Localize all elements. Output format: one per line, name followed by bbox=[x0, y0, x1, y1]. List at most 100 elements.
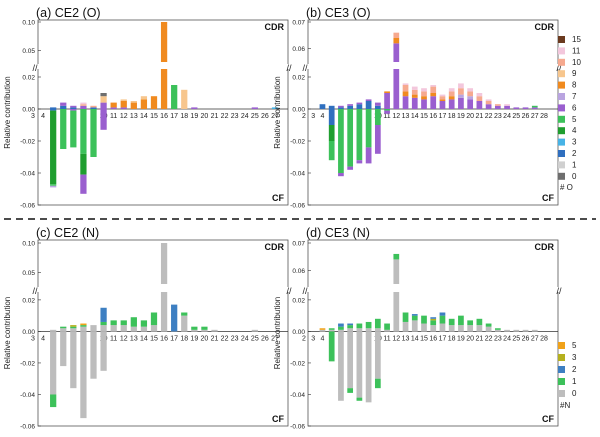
panel-2-bar-segment bbox=[384, 110, 390, 114]
panel-1-y-tick-label: 0.05 bbox=[22, 48, 35, 55]
legend-n-swatch bbox=[558, 378, 565, 385]
panel-2-bar-segment bbox=[347, 109, 354, 167]
panel-2-y-tick-label: 0.02 bbox=[292, 75, 305, 82]
legend-o-swatch bbox=[558, 115, 565, 123]
panel-1-x-tick-label: 17 bbox=[170, 113, 178, 120]
panel-2-x-tick-label: 18 bbox=[448, 113, 456, 120]
panel-4-x-tick-label: 19 bbox=[457, 335, 465, 342]
panel-2-bar-segment bbox=[347, 104, 354, 106]
panel-4-y-tick-label: -0.02 bbox=[290, 360, 305, 367]
panel-2-x-tick-label: 26 bbox=[522, 113, 530, 120]
panel-4-bar-segment bbox=[439, 315, 446, 324]
panel-4-bar-segment bbox=[402, 312, 409, 322]
panel-4-x-tick-label: 21 bbox=[475, 335, 483, 342]
panel-4-x-tick-label: 18 bbox=[448, 335, 456, 342]
panel-3-x-tick-label: 13 bbox=[130, 335, 138, 342]
panel-3-bar-segment bbox=[110, 320, 117, 326]
panel-4-bar-segment bbox=[374, 331, 381, 379]
panel-2-bar-segment bbox=[347, 166, 354, 170]
legend-o-swatch bbox=[558, 47, 565, 55]
panel-4-bar-segment bbox=[393, 259, 400, 284]
panel-4-bar-segment bbox=[448, 325, 455, 332]
legend-o-swatch bbox=[558, 127, 565, 135]
panel-1-frame bbox=[37, 19, 289, 206]
panel-3-bar-segment bbox=[251, 329, 258, 332]
panel-4-top-label: CDR bbox=[535, 242, 555, 252]
panel-3-bar-segment bbox=[80, 325, 87, 327]
legend-n-swatch bbox=[558, 354, 565, 361]
panel-4-bar-segment bbox=[467, 325, 474, 332]
panel-2-bar-segment bbox=[402, 83, 409, 85]
panel-4-bar-segment bbox=[319, 329, 326, 332]
panel-4-bar-segment bbox=[319, 328, 326, 330]
panel-4-bar-segment bbox=[347, 331, 354, 389]
panel-3-top-label: CDR bbox=[265, 242, 285, 252]
panel-3-bar-segment bbox=[120, 325, 127, 332]
panel-2-bar-segment bbox=[458, 97, 464, 109]
panel-4-bar-segment bbox=[384, 329, 390, 332]
panel-3-bar-segment bbox=[70, 331, 77, 389]
panel-4-bar-segment bbox=[338, 323, 344, 327]
panel-4-x-tick-label: 15 bbox=[420, 335, 428, 342]
panel-3-x-tick-label: 22 bbox=[221, 335, 229, 342]
panel-3-x-tick-label: 20 bbox=[201, 335, 209, 342]
panel-3-bar-segment bbox=[50, 329, 57, 332]
panel-2-bar-segment bbox=[476, 96, 483, 101]
panel-2-x-tick-label: 27 bbox=[531, 113, 539, 120]
legend-n-label: 0 bbox=[572, 389, 577, 398]
panel-3-x-tick-label: 25 bbox=[251, 335, 259, 342]
panel-2-bar-segment bbox=[430, 96, 437, 109]
panel-2-bar-segment bbox=[522, 107, 529, 109]
panel-4-bar-segment bbox=[476, 325, 483, 332]
panel-1-bar-segment bbox=[120, 101, 127, 108]
panel-2-y-axis-label: Relative contribution bbox=[273, 76, 282, 148]
panel-2-x-tick-label: 11 bbox=[383, 113, 390, 120]
panel-2-y-tick-label: 0.07 bbox=[292, 20, 305, 27]
panel-2-bar-segment bbox=[504, 104, 510, 106]
panel-4-bar-segment bbox=[421, 323, 427, 332]
legend-o-swatch bbox=[558, 161, 565, 169]
panel-4-bar-segment bbox=[374, 378, 381, 389]
panel-1-y-tick-label: -0.04 bbox=[20, 171, 35, 178]
panel-4-bar-segment bbox=[384, 323, 390, 330]
panel-2-bar-segment bbox=[374, 109, 381, 125]
panel-1-bar-segment bbox=[150, 96, 158, 109]
panel-2-bar-segment bbox=[439, 99, 446, 101]
panel-4-frame bbox=[307, 239, 559, 427]
panel-2-bar-segment bbox=[393, 32, 400, 38]
panel-1-y-axis-label: Relative contribution bbox=[3, 76, 12, 148]
panel-1-bar-segment bbox=[80, 105, 87, 109]
panel-4-bottom-label: CF bbox=[542, 414, 554, 424]
legend-o-label: 7 bbox=[572, 92, 577, 101]
panel-1-bar-segment bbox=[90, 105, 97, 108]
panel-3-x-tick-label: 15 bbox=[150, 335, 158, 342]
panel-1-bar-segment bbox=[120, 99, 127, 101]
panel-4-y-tick-label: -0.06 bbox=[290, 424, 305, 431]
panel-4-x-tick-label: 28 bbox=[540, 335, 548, 342]
panel-4-bar-segment bbox=[338, 329, 344, 332]
panel-4-bar-segment bbox=[494, 328, 501, 330]
panel-4-x-tick-label: 11 bbox=[383, 335, 390, 342]
panel-2-y-tick-label: 0.06 bbox=[292, 46, 305, 53]
panel-4-bar-segment bbox=[411, 315, 418, 321]
panel-3-bar-segment bbox=[100, 321, 107, 326]
panel-1-bar-segment bbox=[80, 104, 87, 106]
panel-2-bar-segment bbox=[411, 89, 418, 95]
panel-2-bar-segment bbox=[485, 101, 492, 105]
panel-2-title: (b) CE3 (O) bbox=[306, 6, 371, 20]
panel-1-y-tick-label: -0.02 bbox=[20, 139, 35, 146]
panel-4-x-tick-label: 12 bbox=[392, 335, 400, 342]
panel-4-bar-segment bbox=[365, 328, 372, 332]
panel-3-x-tick-label: 21 bbox=[211, 335, 219, 342]
panel-3-bar-segment bbox=[90, 331, 97, 379]
panel-2-bar-segment bbox=[476, 93, 483, 97]
panel-4-bar-segment bbox=[430, 320, 437, 326]
panel-2-y-tick-label: -0.06 bbox=[290, 203, 305, 210]
panel-4-bar-segment bbox=[347, 388, 354, 393]
panel-4-bar-segment bbox=[485, 326, 492, 332]
legend-o-label: 10 bbox=[572, 58, 581, 67]
panel-3-x-tick-label: 19 bbox=[190, 335, 198, 342]
legend-o-title: # O bbox=[560, 183, 573, 192]
panel-4-axis-break-mark: // bbox=[556, 286, 562, 296]
panel-2-bar-segment bbox=[402, 85, 409, 92]
